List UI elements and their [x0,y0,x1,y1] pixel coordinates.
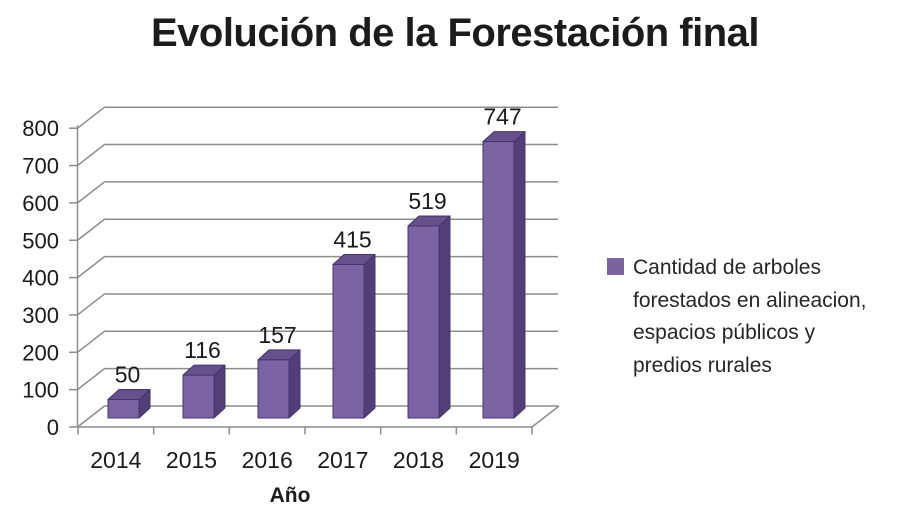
gridline-400 [77,255,558,279]
y-axis-label-500: 500 [22,228,59,253]
floor-right-edge [531,405,560,428]
gridline-0 [77,405,558,428]
x-axis-label-2019: 2019 [469,447,520,473]
legend-label-line: predios rurales [633,353,772,377]
legend-label: Cantidad de arboles forestados en alinea… [633,252,867,382]
y-axis-label-200: 200 [22,340,59,365]
y-axis-label-800: 800 [22,116,59,141]
x-axis-title: Año [269,484,311,507]
gridline-700 [77,143,558,167]
bar-2017 [332,263,365,419]
y-axis-label-100: 100 [22,378,59,403]
gridline-300 [77,293,558,316]
gridline-500 [77,218,558,241]
bar-side-2019 [513,131,526,419]
legend-label-line: Cantidad de arboles [633,256,821,279]
bar-2019 [482,141,515,419]
x-axis-label-2014: 2014 [90,447,141,473]
gridline-600 [77,181,558,204]
data-label-2018: 519 [408,188,446,214]
bar-2015 [182,374,215,419]
x-axis-label-2016: 2016 [242,447,293,473]
data-label-2015: 116 [184,337,221,363]
y-axis-label-600: 600 [22,191,59,216]
y-axis-label-400: 400 [22,266,59,291]
gridline-100 [77,367,558,391]
gridline-800 [77,106,558,129]
x-axis-label-2017: 2017 [317,447,368,473]
bar-2014 [107,399,140,419]
bar-2018 [407,225,440,419]
gridline-200 [77,330,558,353]
data-label-2017: 415 [333,226,371,252]
data-label-2019: 747 [483,104,521,130]
data-label-2014: 50 [115,362,141,388]
x-axis-label-2018: 2018 [393,447,444,473]
x-axis-label-2015: 2015 [166,447,217,473]
data-label-2016: 157 [258,322,296,348]
bar-side-2018 [438,215,451,419]
bar-side-2016 [288,349,301,419]
legend-marker-icon [607,258,624,275]
legend-label-line: forestados en alineacion, [633,288,867,312]
y-axis-label-0: 0 [47,415,59,440]
y-axis-label-700: 700 [22,154,59,179]
chart-title: Evolución de la Forestación final [150,11,760,55]
legend-label-line: espacios públicos y [633,321,816,344]
bar-side-2017 [363,253,376,419]
y-axis-label-300: 300 [22,303,59,328]
bar-2016 [257,359,290,419]
legend: Cantidad de arboles forestados en alinea… [607,252,867,382]
